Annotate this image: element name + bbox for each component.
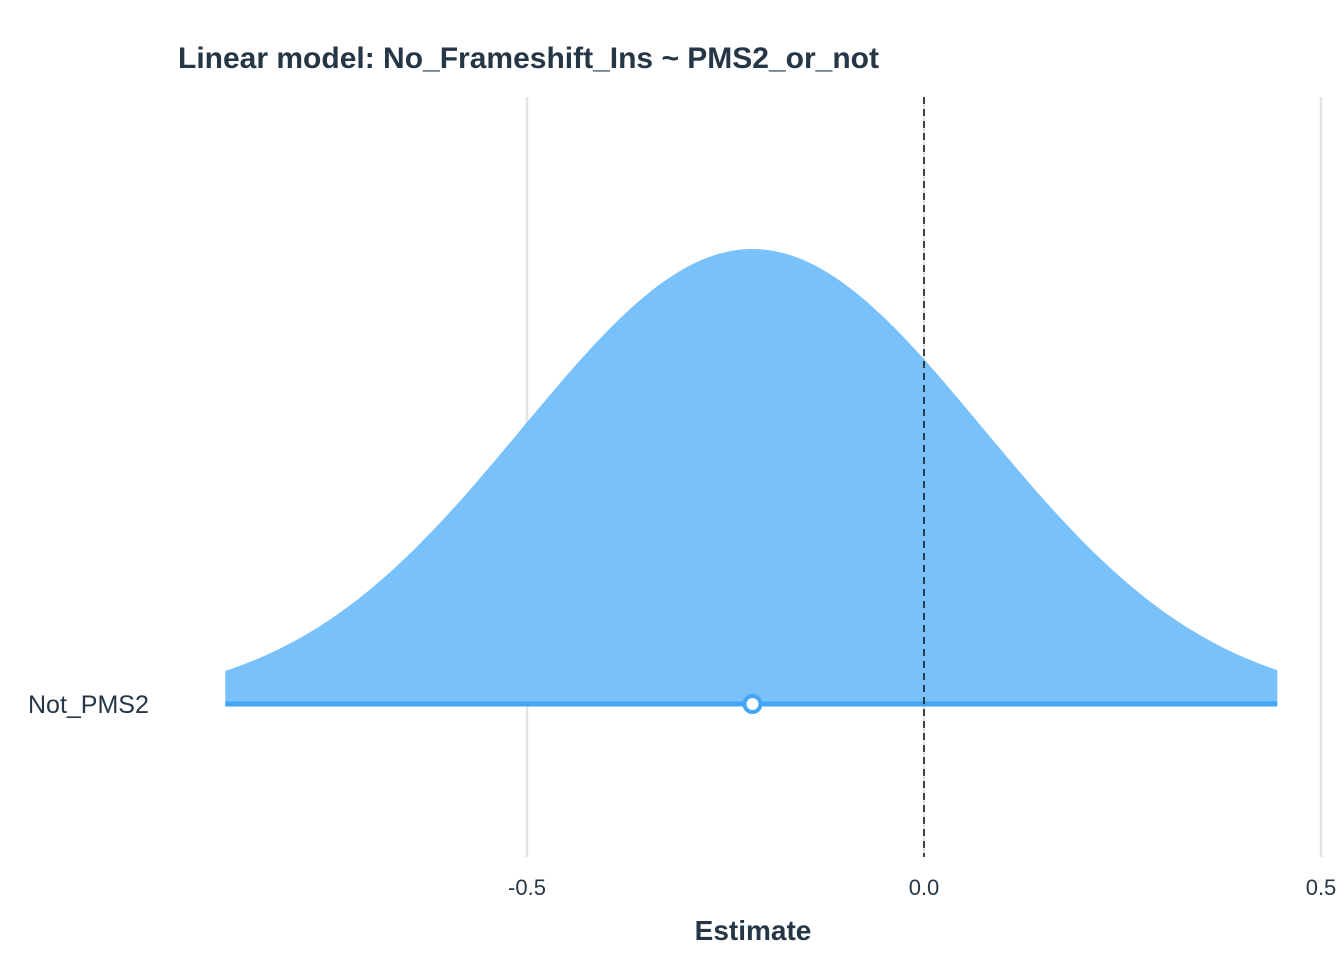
tick-layer: -0.5 0.0 0.5 Not_PMS2 <box>28 691 1336 900</box>
x-tick-label: -0.5 <box>508 875 546 900</box>
x-tick-label: 0.5 <box>1306 875 1337 900</box>
x-tick-label: 0.0 <box>909 875 940 900</box>
density-area <box>225 249 1278 704</box>
area-layer <box>225 249 1278 707</box>
point-layer <box>742 694 763 714</box>
x-axis-label: Estimate <box>695 915 812 946</box>
y-category-label: Not_PMS2 <box>28 691 149 719</box>
chart-title: Linear model: No_Frameshift_Ins ~ PMS2_o… <box>178 42 879 75</box>
estimate-point <box>742 694 763 714</box>
